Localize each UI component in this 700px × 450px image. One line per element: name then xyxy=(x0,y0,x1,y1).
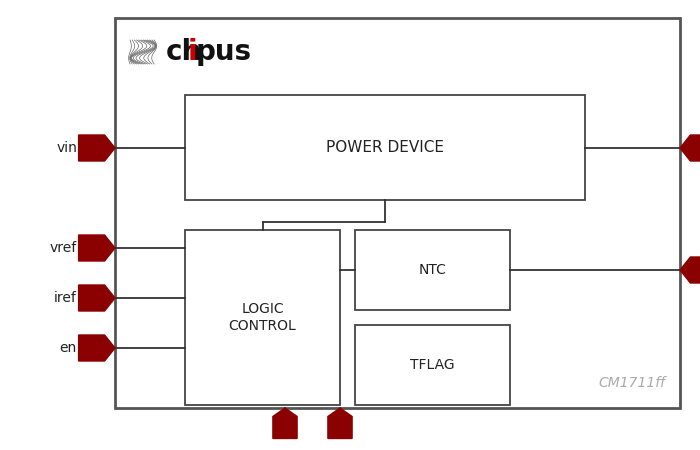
Text: i: i xyxy=(188,38,197,66)
Text: iref: iref xyxy=(54,291,77,305)
Polygon shape xyxy=(328,408,352,438)
Text: ch: ch xyxy=(166,38,202,66)
Bar xyxy=(355,230,510,310)
Text: NTC: NTC xyxy=(419,263,447,277)
Polygon shape xyxy=(78,235,115,261)
Text: vin: vin xyxy=(56,141,77,155)
Polygon shape xyxy=(78,135,115,161)
Polygon shape xyxy=(680,257,700,283)
Text: en: en xyxy=(60,341,77,355)
Bar xyxy=(185,230,340,405)
Text: TFLAG: TFLAG xyxy=(410,358,455,372)
Bar xyxy=(115,18,680,408)
Text: pus: pus xyxy=(196,38,252,66)
Text: LOGIC
CONTROL: LOGIC CONTROL xyxy=(229,302,296,333)
Text: vref: vref xyxy=(50,241,77,255)
Bar xyxy=(355,325,510,405)
Polygon shape xyxy=(78,335,115,361)
Polygon shape xyxy=(680,135,700,161)
Bar xyxy=(185,95,585,200)
Polygon shape xyxy=(78,285,115,311)
Polygon shape xyxy=(273,408,297,438)
Text: POWER DEVICE: POWER DEVICE xyxy=(326,140,444,155)
Text: CM1711ff: CM1711ff xyxy=(598,376,665,390)
